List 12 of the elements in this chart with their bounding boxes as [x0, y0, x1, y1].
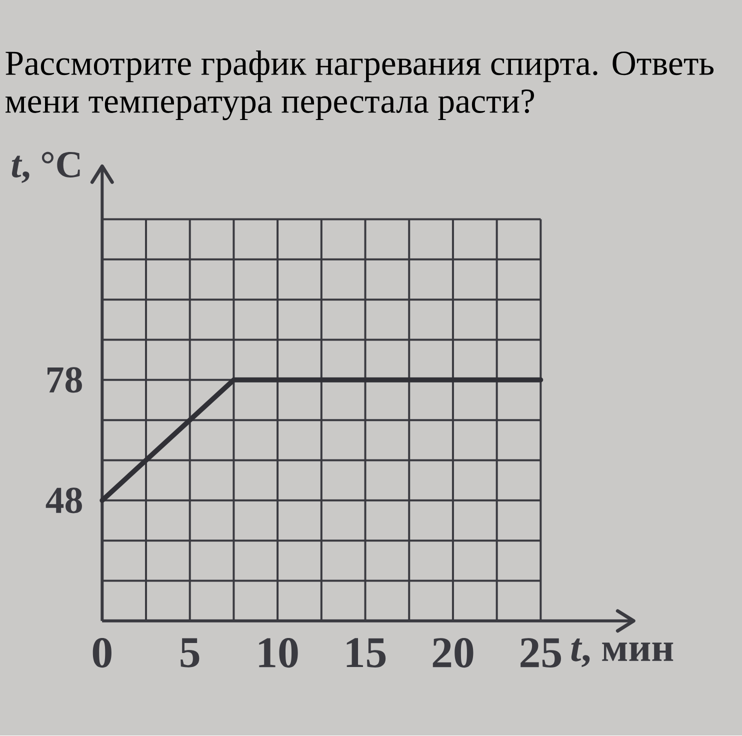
x-tick-label: 15: [346, 638, 386, 668]
x-tick-label: 20: [432, 638, 474, 668]
y-tick-label: 78: [48, 367, 82, 393]
y-axis-title: t, °C: [12, 152, 80, 184]
chart-title: Рассмотрите график нагревания спирта. Ответь: [6, 50, 714, 82]
x-tick-label: 0: [92, 638, 112, 668]
chart-subtitle: мени температура перестала расти?: [5, 90, 534, 120]
y-tick-label: 48: [46, 488, 82, 514]
x-tick-label: 25: [520, 638, 561, 668]
x-tick-label: 10: [259, 638, 298, 668]
x-tick-label: 5: [180, 638, 200, 668]
x-axis-title: t, мин: [571, 638, 674, 668]
